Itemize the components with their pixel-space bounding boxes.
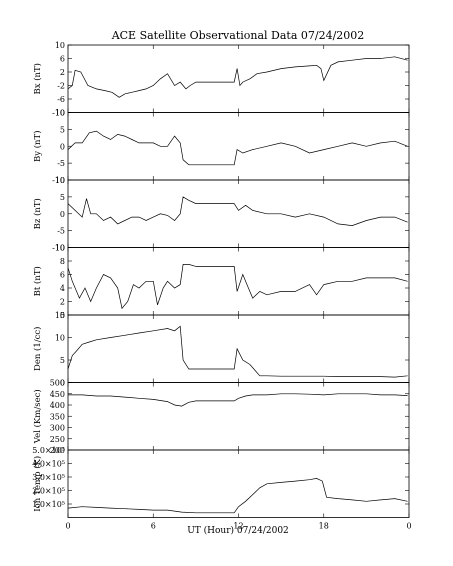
x-tick-label: 12 (233, 522, 243, 531)
panel-frame-6 (67, 449, 410, 518)
y-tick-label: 3.0×10⁵ (32, 473, 65, 482)
y-tick-label: 200 (50, 446, 65, 455)
y-axis-label: By (nT) (32, 130, 43, 162)
series-line (67, 196, 408, 226)
y-axis-label: Bz (nT) (32, 198, 43, 229)
y-tick-label: 8 (60, 257, 65, 266)
y-tick-label: -10 (52, 109, 65, 118)
y-tick-label: 2 (60, 68, 65, 77)
panel-frame-1 (67, 112, 410, 181)
y-tick-label: 5 (60, 125, 65, 134)
y-axis-label: Ion Temp (K) (32, 456, 43, 512)
panel-frame-4 (67, 314, 410, 383)
y-axis-label: Bx (nT) (32, 63, 43, 95)
y-tick-label: -5 (57, 227, 65, 236)
x-tick-label: 18 (319, 522, 329, 531)
y-tick-label: 0 (60, 311, 65, 320)
y-axis-label: Vel (Km/sec) (32, 389, 43, 444)
x-tick-label: 0 (406, 522, 411, 531)
y-tick-label: 5 (60, 193, 65, 202)
y-tick-label: 15 (55, 311, 65, 320)
y-tick-label: 10 (55, 41, 65, 50)
y-tick-label: 5.0×10⁵ (32, 446, 65, 455)
y-tick-label: 10 (55, 334, 65, 343)
y-axis-label: Bt (nT) (32, 266, 43, 296)
panel-frame-5 (67, 382, 410, 451)
y-axis-label: Den (1/cc) (32, 327, 43, 371)
y-tick-label: 2 (60, 298, 65, 307)
series-line (67, 56, 408, 98)
y-tick-label: 2.0×10⁵ (32, 487, 65, 496)
y-tick-label: 5 (60, 356, 65, 365)
chart-title: ACE Satellite Observational Data 07/24/2… (111, 29, 365, 42)
series-line (67, 325, 408, 378)
series-line (68, 393, 408, 407)
y-tick-label: 6 (60, 55, 65, 64)
y-tick-label: 1.0×10⁵ (32, 500, 65, 509)
x-axis-label: UT (Hour) 07/24/2002 (187, 525, 289, 536)
x-tick-label: 6 (151, 522, 156, 531)
series-line (67, 478, 408, 514)
y-tick-label: 0 (60, 210, 65, 219)
y-tick-label: 4.0×10⁵ (32, 460, 65, 469)
y-tick-label: -5 (57, 159, 65, 168)
chart-panels: -10 -6 -2 2 6 10 Bx (nT) -10 -5 0 5 10 By (nT) -10 -5 0… (32, 41, 412, 531)
y-tick-label: 4 (60, 284, 65, 293)
y-tick-label: -10 (52, 176, 65, 185)
panel-frame-2 (67, 179, 410, 248)
y-tick-label: 500 (50, 379, 65, 388)
y-tick-label: 450 (50, 390, 65, 399)
y-tick-label: 10 (55, 244, 65, 253)
y-tick-label: -6 (57, 95, 65, 104)
y-tick-label: 10 (55, 109, 65, 118)
y-tick-label: 0 (60, 142, 65, 151)
y-tick-label: 6 (60, 271, 65, 280)
y-tick-label: 10 (55, 176, 65, 185)
y-tick-label: 250 (50, 435, 65, 444)
y-tick-label: -2 (57, 82, 65, 91)
y-tick-label: 300 (50, 424, 65, 433)
series-line (67, 264, 408, 310)
y-tick-label: 0 (60, 379, 65, 388)
panel-frame-3 (67, 247, 410, 316)
series-line (67, 130, 408, 166)
x-tick-label: 0 (65, 522, 70, 531)
y-tick-label: -10 (52, 244, 65, 253)
y-tick-label: 350 (50, 412, 65, 421)
y-tick-label: 400 (50, 401, 65, 410)
